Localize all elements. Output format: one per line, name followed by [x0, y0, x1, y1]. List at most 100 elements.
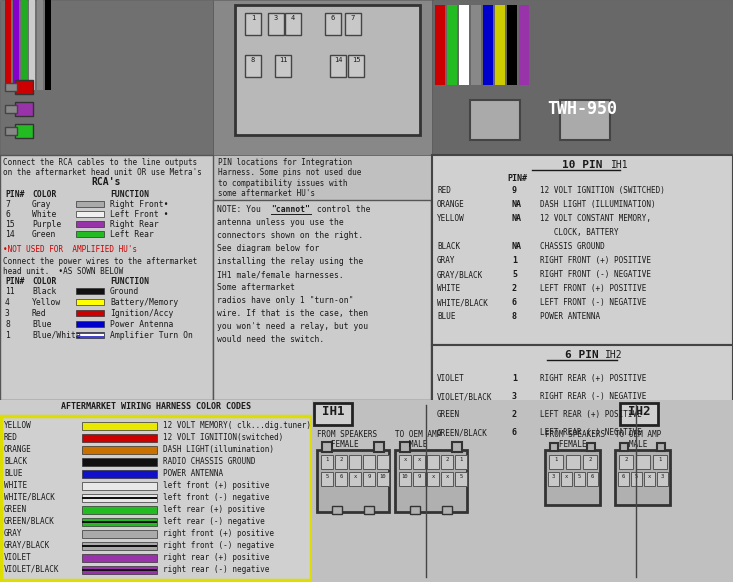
Text: 10 PIN: 10 PIN	[561, 160, 603, 170]
Bar	[549, 455, 563, 469]
Text: right rear (-) negative: right rear (-) negative	[163, 565, 269, 574]
Text: NA: NA	[512, 242, 522, 251]
Text: NA: NA	[512, 200, 522, 209]
Bar	[471, 5, 481, 85]
Text: PIN#: PIN#	[507, 174, 527, 183]
Text: IH1 male/female harnesses.: IH1 male/female harnesses.	[217, 270, 344, 279]
Text: 15: 15	[352, 57, 360, 63]
Bar	[314, 403, 352, 425]
Text: 6: 6	[590, 474, 594, 479]
Text: Blue/White: Blue/White	[32, 331, 81, 340]
Bar	[82, 458, 157, 466]
Bar	[82, 545, 157, 548]
Text: IH1: IH1	[322, 405, 345, 418]
Text: left rear (+) positive: left rear (+) positive	[163, 505, 265, 514]
Text: right front (-) negative: right front (-) negative	[163, 541, 274, 550]
Bar	[495, 5, 505, 85]
Bar	[657, 472, 668, 486]
Text: would need the switch.: would need the switch.	[217, 335, 324, 344]
Bar	[441, 472, 453, 486]
Bar	[0, 400, 312, 582]
Text: TO OEM AMP
   MALE: TO OEM AMP MALE	[395, 430, 441, 449]
Bar	[13, 0, 19, 90]
Bar	[82, 434, 157, 442]
Text: See diagram below for: See diagram below for	[217, 244, 320, 253]
Text: Right Rear: Right Rear	[110, 220, 159, 229]
Bar	[82, 569, 157, 572]
Bar	[245, 13, 261, 35]
Text: 3: 3	[551, 474, 555, 479]
Bar	[615, 450, 670, 505]
Text: RED: RED	[437, 186, 451, 195]
Bar	[76, 221, 104, 227]
Text: ORANGE: ORANGE	[4, 445, 32, 454]
Bar	[21, 0, 27, 90]
Text: WHITE: WHITE	[4, 481, 27, 490]
Bar	[285, 13, 301, 35]
Text: FUNCTION: FUNCTION	[110, 190, 149, 199]
Bar	[410, 506, 420, 514]
Text: FUNCTION: FUNCTION	[110, 277, 149, 286]
Bar	[348, 55, 364, 77]
Text: YELLOW: YELLOW	[4, 421, 32, 430]
Bar	[37, 0, 43, 90]
Text: WHITE/BLACK: WHITE/BLACK	[437, 298, 488, 307]
Text: BLUE: BLUE	[437, 312, 455, 321]
Text: right front (+) positive: right front (+) positive	[163, 529, 274, 538]
Text: NOTE: You: NOTE: You	[217, 205, 266, 214]
Bar	[432, 0, 733, 155]
Text: x: x	[446, 474, 449, 479]
Text: Power Antenna: Power Antenna	[110, 320, 174, 329]
Text: 9: 9	[367, 474, 371, 479]
Text: 6: 6	[339, 474, 342, 479]
Text: Yellow: Yellow	[32, 298, 62, 307]
Text: VIOLET/BLACK: VIOLET/BLACK	[4, 565, 59, 574]
Bar	[413, 455, 425, 469]
Text: RADIO CHASSIS GROUND: RADIO CHASSIS GROUND	[163, 457, 256, 466]
Bar	[427, 455, 439, 469]
Text: Ignition/Accy: Ignition/Accy	[110, 309, 174, 318]
Text: VIOLET: VIOLET	[437, 374, 465, 383]
Bar	[213, 200, 431, 400]
Bar	[268, 13, 284, 35]
Text: GREEN/BLACK: GREEN/BLACK	[437, 428, 488, 437]
Text: 9: 9	[512, 186, 517, 195]
Text: left front (-) negative: left front (-) negative	[163, 493, 269, 502]
Text: 3: 3	[660, 474, 663, 479]
Bar	[5, 0, 11, 90]
Bar	[45, 0, 51, 90]
Text: Gray: Gray	[32, 200, 51, 209]
Text: left front (+) positive: left front (+) positive	[163, 481, 269, 490]
Text: CLOCK, BATTERY: CLOCK, BATTERY	[540, 228, 619, 237]
Text: VIOLET/BLACK: VIOLET/BLACK	[437, 392, 493, 401]
Text: x: x	[353, 474, 357, 479]
Bar	[335, 455, 347, 469]
Text: BLACK: BLACK	[4, 457, 27, 466]
Text: 7: 7	[5, 200, 10, 209]
Bar	[620, 443, 628, 451]
Text: 2: 2	[512, 410, 517, 419]
Bar	[374, 442, 384, 452]
Text: GRAY/BLACK: GRAY/BLACK	[4, 541, 51, 550]
Bar	[82, 422, 157, 430]
Text: 1: 1	[512, 256, 517, 265]
Bar	[363, 472, 375, 486]
Text: 12 VOLT CONSTANT MEMORY,: 12 VOLT CONSTANT MEMORY,	[540, 214, 651, 223]
Bar	[82, 446, 157, 454]
Text: x: x	[432, 474, 435, 479]
Bar	[345, 13, 361, 35]
Bar	[519, 5, 529, 85]
Text: WHITE: WHITE	[437, 284, 460, 293]
Bar	[76, 334, 104, 336]
Text: GRAY: GRAY	[4, 529, 23, 538]
Text: COLOR: COLOR	[32, 277, 56, 286]
Text: LEFT REAR (+) POSITIVE: LEFT REAR (+) POSITIVE	[540, 410, 642, 419]
Text: Left Front •: Left Front •	[110, 210, 169, 219]
Text: •NOT USED FOR  AMPLIFIED HU's: •NOT USED FOR AMPLIFIED HU's	[3, 245, 137, 254]
Text: FROM SPEAKERS
   FEMALE: FROM SPEAKERS FEMALE	[545, 430, 605, 449]
Text: POWER ANTENNA: POWER ANTENNA	[540, 312, 600, 321]
Bar	[76, 310, 104, 316]
Bar	[442, 506, 452, 514]
Text: 6: 6	[512, 298, 517, 307]
Text: GREEN: GREEN	[437, 410, 460, 419]
